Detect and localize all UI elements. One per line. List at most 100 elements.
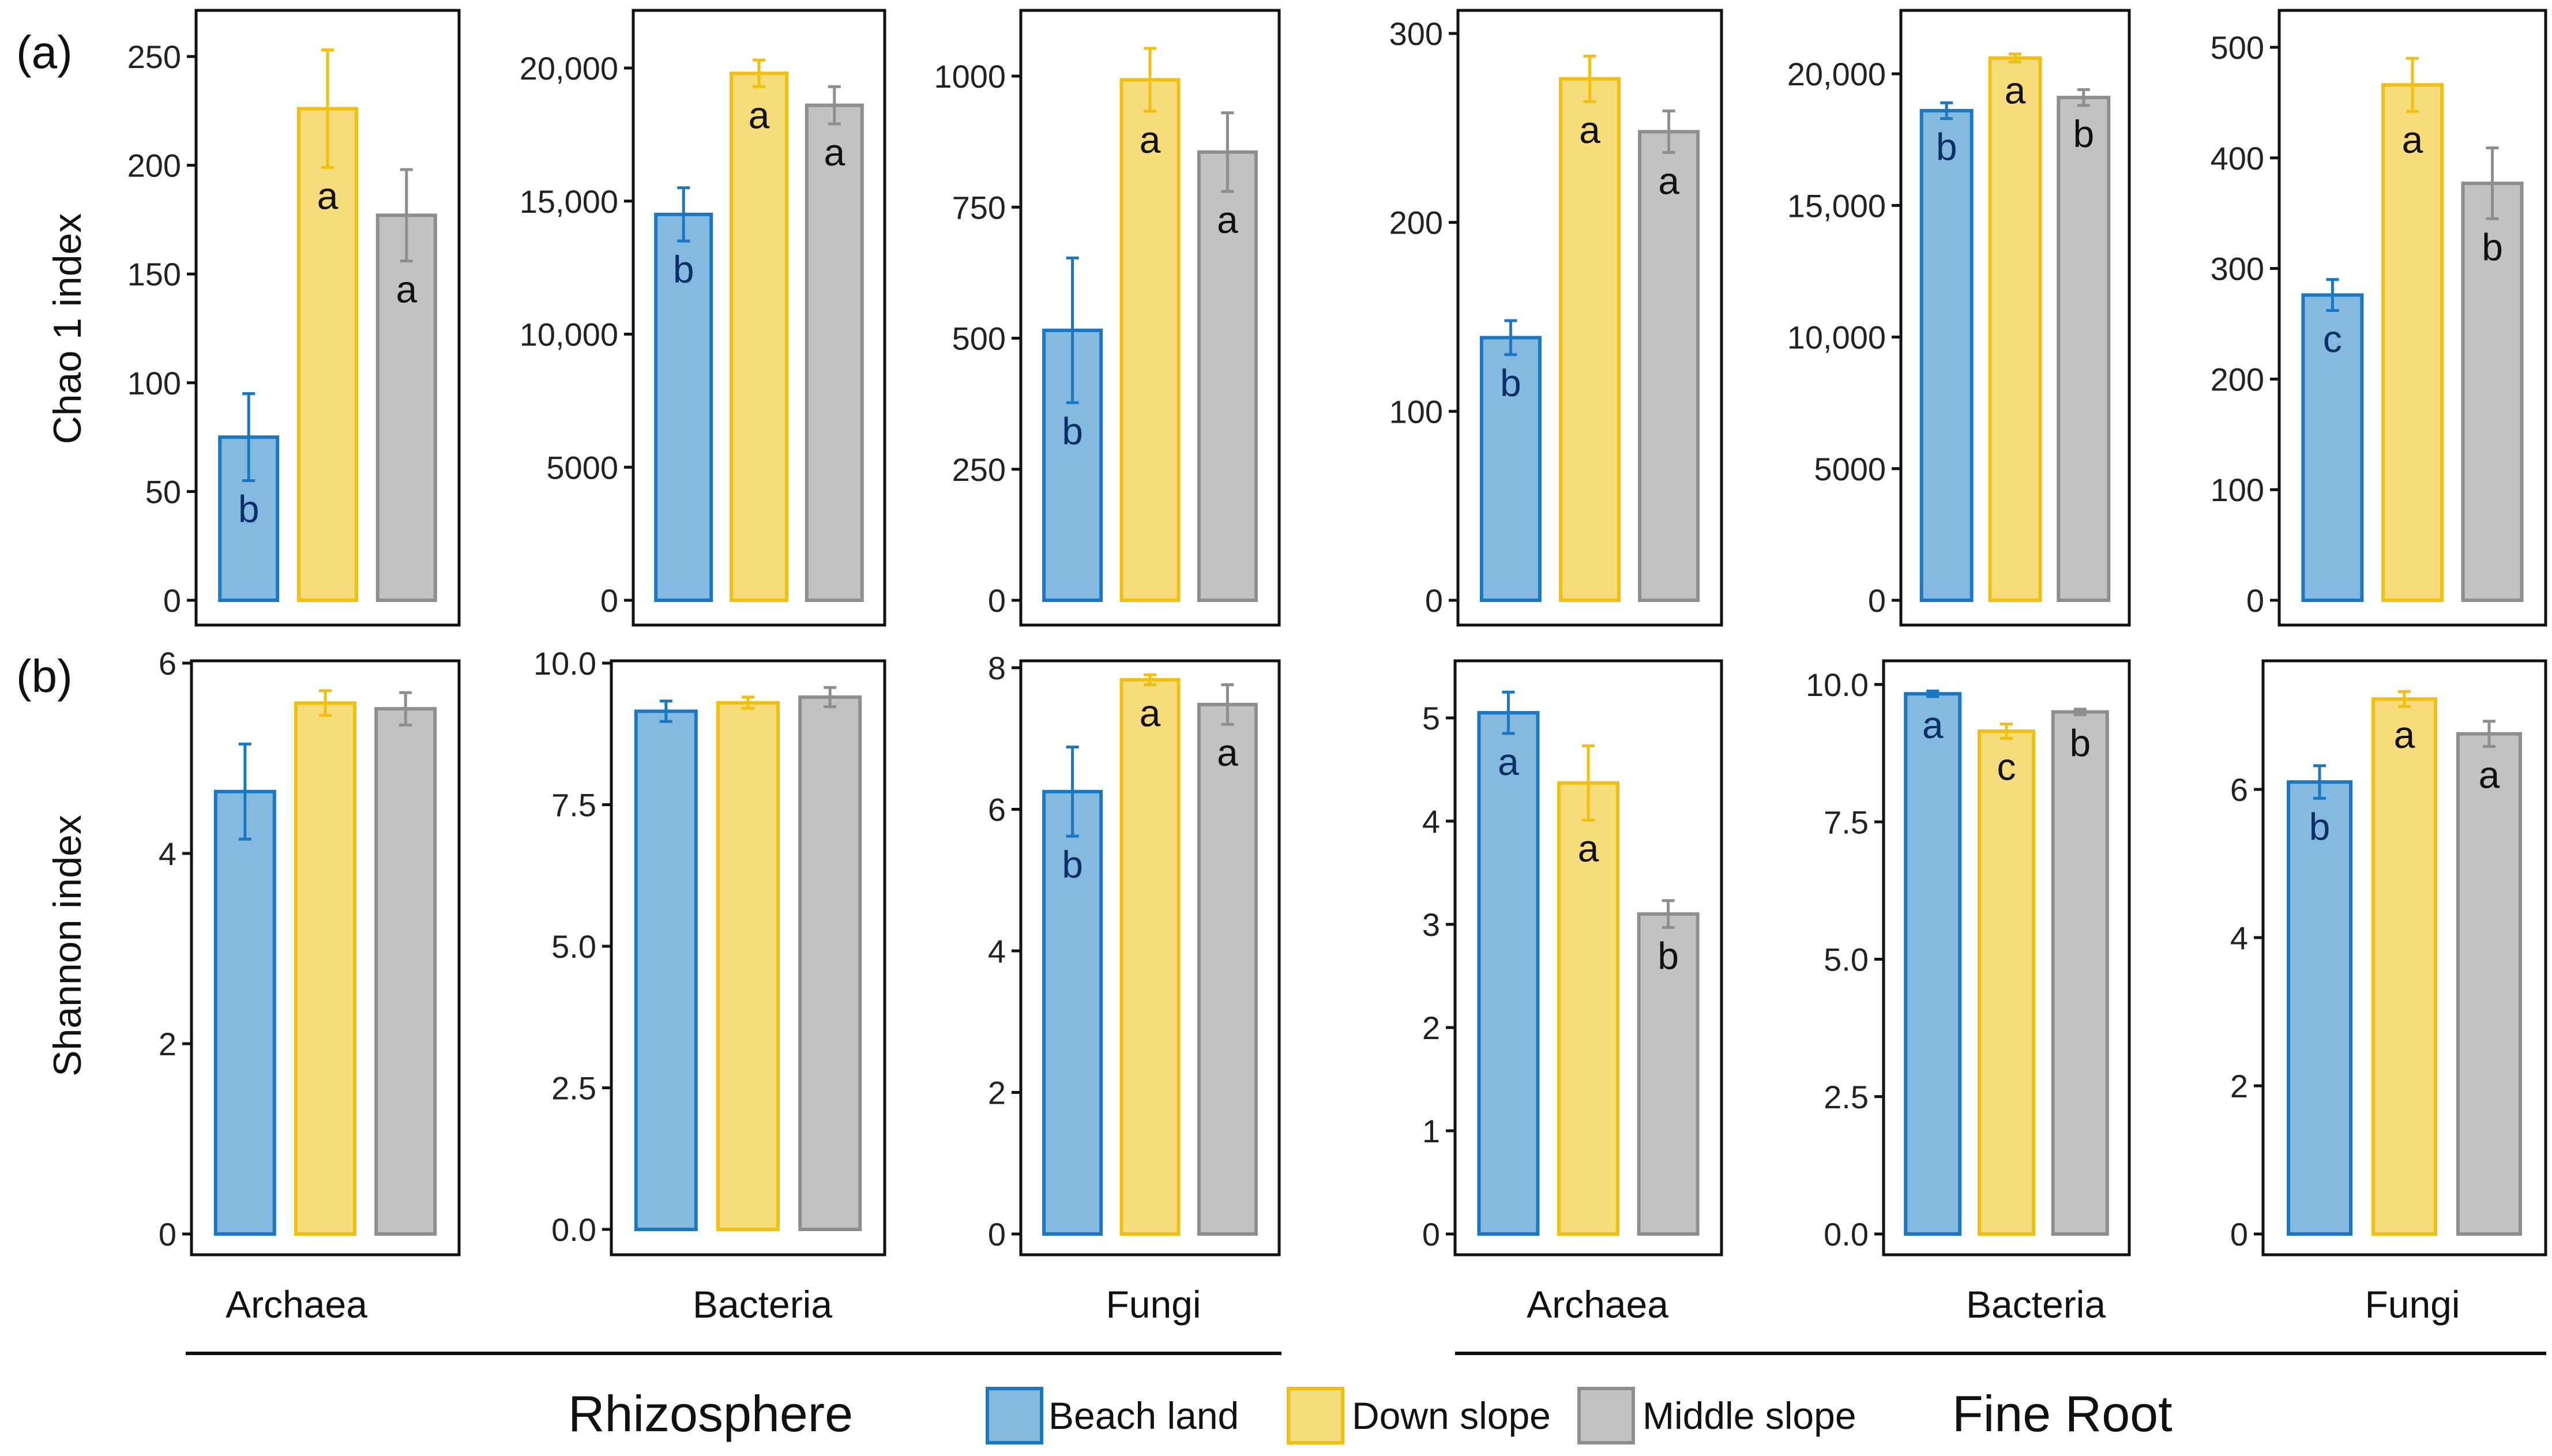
bar-down-slope <box>2381 83 2444 603</box>
significance-letter-middle-slope: a <box>824 131 845 174</box>
y-tick-label: 50 <box>145 473 181 510</box>
bar-down-slope <box>1978 729 2035 1236</box>
y-tick-label: 6 <box>159 645 176 682</box>
bar-beach-land <box>213 789 276 1236</box>
significance-letter-beach-land: b <box>238 488 260 531</box>
significance-letter-middle-slope: a <box>1217 198 1238 241</box>
y-tick-label: 10,000 <box>520 317 618 353</box>
y-tick-label: 7.5 <box>1824 804 1869 840</box>
legend-swatch-middle-slope <box>1577 1387 1635 1444</box>
legend-swatch-beach-land <box>986 1387 1043 1444</box>
significance-letter-beach-land: b <box>673 248 694 291</box>
legend-swatch-down-slope <box>1287 1387 1344 1444</box>
panel-b-root-bacteria: 0.0 2.5 5.0 7.5 10.0 a c b <box>1806 659 2131 1256</box>
legend-label-middle-slope: Middle slope <box>1643 1394 1856 1437</box>
panel-frame <box>194 9 461 627</box>
significance-letter-down-slope: a <box>317 174 339 217</box>
y-tick-label: 0 <box>988 582 1006 619</box>
y-tick-label: 10.0 <box>1806 667 1869 703</box>
bar-middle-slope <box>375 213 437 602</box>
y-tick-label: 5000 <box>546 449 618 486</box>
significance-letter-down-slope: a <box>1140 691 1161 734</box>
y-tick-label: 500 <box>952 321 1006 357</box>
bar-down-slope <box>1559 77 1621 602</box>
legend-label-beach-land: Beach land <box>1048 1394 1239 1437</box>
y-tick-label: 100 <box>1389 393 1443 430</box>
significance-letter-middle-slope: a <box>1217 731 1238 774</box>
group-label-fine-root: Fine Root <box>1952 1385 2173 1442</box>
bar-beach-land <box>654 212 713 602</box>
category-label-rhizo-fungi: Fungi <box>1106 1283 1201 1326</box>
panel-a-root-archaea: 0 100 200 300 b a a <box>1389 9 1723 627</box>
y-tick-label: 750 <box>952 189 1006 225</box>
bar-down-slope <box>1119 78 1181 603</box>
y-tick-label: 5 <box>1422 700 1440 736</box>
y-tick-label: 8 <box>988 650 1006 686</box>
panel-a-rhizo-fungi: 0 250 500 750 1000 b a a <box>934 9 1281 627</box>
bar-middle-slope <box>1638 130 1700 603</box>
y-tick-label: 0 <box>163 582 181 619</box>
y-tick-label: 0.0 <box>551 1212 596 1248</box>
significance-letter-middle-slope: a <box>2479 753 2500 796</box>
bar-down-slope <box>2371 697 2437 1236</box>
category-label-root-fungi: Fungi <box>2365 1283 2460 1326</box>
y-tick-label: 300 <box>1389 16 1443 52</box>
bar-beach-land <box>1042 789 1103 1236</box>
significance-letter-down-slope: a <box>1578 827 1599 870</box>
significance-letter-beach-land: b <box>1062 409 1083 452</box>
bar-middle-slope <box>2051 710 2109 1236</box>
y-tick-label: 20,000 <box>520 50 618 86</box>
significance-letter-middle-slope: a <box>396 268 417 311</box>
y-tick-label: 3 <box>1422 906 1440 943</box>
y-tick-label: 5.0 <box>1824 942 1869 978</box>
significance-letter-beach-land: a <box>1498 740 1519 783</box>
panel-b-rhizo-bacteria: 0.0 2.5 5.0 7.5 10.0 <box>533 645 886 1256</box>
y-tick-label: 1000 <box>934 58 1006 95</box>
panel-frame <box>2261 659 2547 1256</box>
significance-letter-down-slope: a <box>2005 69 2026 111</box>
bar-beach-land <box>218 435 280 602</box>
significance-letter-beach-land: b <box>2309 805 2331 848</box>
bar-beach-land <box>1479 336 1542 602</box>
panel-frame <box>632 9 886 627</box>
bar-beach-land <box>1919 108 1974 603</box>
significance-letter-beach-land: b <box>1062 843 1083 886</box>
bar-middle-slope <box>2456 732 2522 1236</box>
bar-middle-slope <box>374 707 437 1236</box>
bar-middle-slope <box>798 695 862 1232</box>
y-tick-label: 5000 <box>1814 451 1886 487</box>
y-tick-label: 150 <box>127 256 181 292</box>
y-axis-title-chao1: Chao 1 index <box>46 213 89 445</box>
y-tick-label: 250 <box>952 452 1006 488</box>
y-tick-label: 4 <box>1422 803 1440 840</box>
panel-frame <box>610 659 886 1256</box>
significance-letter-middle-slope: a <box>1658 159 1679 202</box>
y-tick-label: 0 <box>1422 1216 1440 1252</box>
significance-letter-middle-slope: b <box>1658 934 1679 977</box>
significance-letter-down-slope: a <box>1579 108 1600 151</box>
y-tick-label: 200 <box>1389 205 1443 241</box>
y-tick-label: 6 <box>988 792 1006 828</box>
y-tick-label: 15,000 <box>520 183 618 220</box>
y-tick-label: 5.0 <box>551 928 596 965</box>
significance-letter-down-slope: a <box>2394 713 2415 756</box>
group-label-rhizosphere: Rhizosphere <box>568 1385 853 1442</box>
y-tick-label: 0 <box>1425 582 1443 619</box>
panel-a-tag: (a) <box>16 27 73 78</box>
panel-a-rhizo-bacteria: 0 5000 10,000 15,000 20,000 b a a <box>520 9 886 627</box>
panel-frame <box>2277 9 2547 627</box>
significance-letter-beach-land: c <box>2323 317 2342 360</box>
y-tick-label: 0.0 <box>1824 1216 1869 1252</box>
y-tick-label: 500 <box>2211 29 2264 66</box>
panel-frame <box>1899 9 2131 627</box>
y-tick-label: 4 <box>159 836 176 872</box>
category-label-rhizo-bacteria: Bacteria <box>693 1283 832 1326</box>
bar-down-slope <box>1988 56 2042 603</box>
panel-frame <box>190 659 461 1256</box>
significance-letter-down-slope: c <box>1997 745 2016 788</box>
category-label-rhizo-archaea: Archaea <box>225 1283 367 1326</box>
bar-middle-slope <box>1197 702 1258 1236</box>
bar-beach-land <box>634 709 698 1231</box>
panel-b-rhizo-archaea: 0 2 4 6 <box>159 645 461 1256</box>
